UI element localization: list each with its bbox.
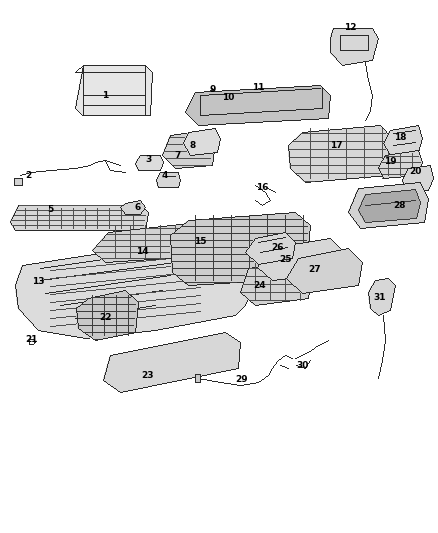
Text: 21: 21	[26, 335, 38, 344]
Text: 28: 28	[394, 200, 406, 209]
Text: 27: 27	[309, 265, 321, 274]
Text: 10: 10	[222, 93, 234, 102]
Text: 29: 29	[236, 376, 248, 384]
Text: 26: 26	[272, 244, 284, 253]
Text: 4: 4	[162, 171, 168, 180]
Text: 31: 31	[374, 294, 386, 303]
Text: 13: 13	[32, 278, 44, 287]
Text: 5: 5	[47, 206, 53, 214]
Text: 2: 2	[25, 171, 31, 180]
Text: 6: 6	[135, 203, 141, 212]
Text: 17: 17	[330, 141, 343, 149]
Text: 16: 16	[256, 183, 268, 192]
Text: 12: 12	[344, 23, 356, 33]
Text: 3: 3	[145, 156, 151, 165]
Text: 8: 8	[190, 141, 196, 149]
Text: 19: 19	[384, 157, 396, 166]
Text: 22: 22	[99, 313, 111, 322]
Text: 1: 1	[102, 91, 108, 100]
Text: 24: 24	[254, 280, 266, 289]
Text: 11: 11	[252, 84, 264, 93]
Text: 14: 14	[136, 247, 148, 256]
Text: 30: 30	[297, 360, 309, 369]
Text: 25: 25	[279, 255, 291, 264]
Text: 15: 15	[194, 238, 206, 246]
Text: 9: 9	[210, 85, 216, 94]
Text: 18: 18	[394, 133, 406, 142]
Text: 20: 20	[409, 167, 421, 176]
Text: 7: 7	[175, 150, 181, 159]
Text: 23: 23	[142, 370, 154, 379]
